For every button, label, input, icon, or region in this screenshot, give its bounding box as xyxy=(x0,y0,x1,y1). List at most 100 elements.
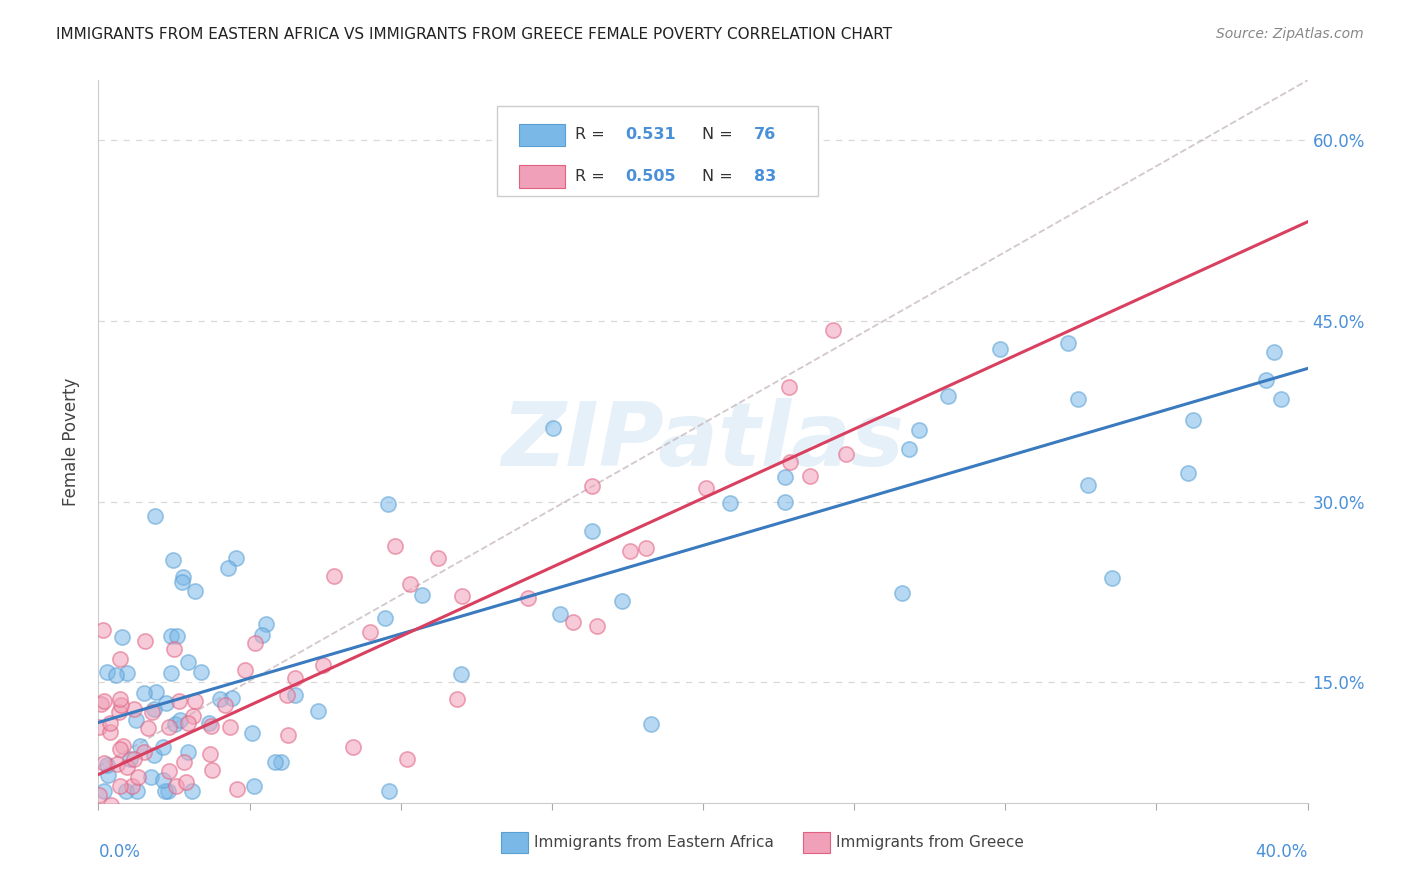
Point xyxy=(254,616,277,631)
Point xyxy=(105,756,128,771)
Point xyxy=(908,424,931,438)
Point xyxy=(93,756,115,771)
Point xyxy=(1057,335,1080,350)
Point xyxy=(90,808,112,822)
Point xyxy=(270,756,292,770)
Point xyxy=(307,705,329,719)
Point xyxy=(110,691,132,706)
Point xyxy=(1067,392,1090,406)
Point xyxy=(636,541,658,556)
Point xyxy=(277,727,299,741)
Point xyxy=(90,697,112,711)
Point xyxy=(799,469,821,483)
Point xyxy=(250,628,273,642)
Text: N =: N = xyxy=(702,128,733,143)
Point xyxy=(93,808,115,822)
Point xyxy=(108,808,131,822)
Point xyxy=(139,770,162,784)
Point xyxy=(127,770,149,784)
Point xyxy=(157,784,180,798)
Point xyxy=(145,685,167,699)
Point xyxy=(378,784,401,798)
Point xyxy=(374,611,396,625)
Point xyxy=(183,583,205,598)
Point xyxy=(585,619,607,633)
Bar xyxy=(519,165,565,187)
Point xyxy=(427,550,450,565)
Point xyxy=(377,497,399,511)
Point xyxy=(167,694,190,708)
Text: ZIPatlas: ZIPatlas xyxy=(502,398,904,485)
Point xyxy=(411,588,433,602)
Point xyxy=(1177,466,1199,480)
Point xyxy=(157,720,180,734)
Point xyxy=(243,636,266,650)
Point xyxy=(162,552,184,566)
Point xyxy=(104,668,127,682)
Point xyxy=(150,808,173,822)
Point xyxy=(581,524,603,538)
Point xyxy=(395,752,418,766)
Point xyxy=(322,569,344,583)
Point xyxy=(152,773,174,788)
Point xyxy=(243,780,266,794)
Point xyxy=(132,686,155,700)
Text: R =: R = xyxy=(575,128,605,143)
Point xyxy=(141,705,163,719)
Point xyxy=(96,808,118,822)
Point xyxy=(98,715,121,730)
Point xyxy=(134,634,156,648)
Text: Immigrants from Eastern Africa: Immigrants from Eastern Africa xyxy=(534,835,773,850)
Point xyxy=(165,779,187,793)
Point xyxy=(778,380,800,394)
Point xyxy=(93,808,115,822)
Point xyxy=(890,586,912,600)
Point xyxy=(132,745,155,759)
Point xyxy=(191,808,214,822)
Point xyxy=(225,782,247,797)
Point xyxy=(115,784,138,798)
Point xyxy=(120,752,142,766)
Point xyxy=(221,691,243,706)
Point xyxy=(399,577,422,591)
Point xyxy=(264,755,287,769)
Point xyxy=(1077,478,1099,492)
Point xyxy=(108,705,131,719)
Text: 76: 76 xyxy=(754,128,776,143)
Point xyxy=(936,389,959,403)
Point xyxy=(562,615,585,629)
Point xyxy=(200,719,222,733)
Point xyxy=(173,808,195,822)
Point xyxy=(157,764,180,779)
Point xyxy=(548,607,571,621)
Point xyxy=(610,594,633,608)
Point xyxy=(1263,344,1285,359)
Point xyxy=(181,708,204,723)
Point xyxy=(312,658,335,673)
Point xyxy=(96,758,118,772)
Point xyxy=(114,808,136,822)
Text: Source: ZipAtlas.com: Source: ZipAtlas.com xyxy=(1216,27,1364,41)
Point xyxy=(162,642,184,657)
Point xyxy=(218,720,240,734)
Point xyxy=(1101,572,1123,586)
Point xyxy=(143,702,166,716)
Point xyxy=(173,755,195,769)
Point xyxy=(177,745,200,759)
Point xyxy=(174,774,197,789)
Point xyxy=(284,689,307,703)
Point xyxy=(619,543,641,558)
Point xyxy=(177,655,200,669)
Point xyxy=(177,715,200,730)
Text: Immigrants from Greece: Immigrants from Greece xyxy=(837,835,1024,850)
Point xyxy=(1254,374,1277,388)
Point xyxy=(120,808,142,822)
Point xyxy=(153,784,176,798)
Point xyxy=(100,798,122,813)
Point xyxy=(108,651,131,665)
Text: R =: R = xyxy=(575,169,605,184)
Bar xyxy=(803,831,830,854)
Y-axis label: Female Poverty: Female Poverty xyxy=(62,377,80,506)
Point xyxy=(152,740,174,755)
Point xyxy=(166,629,188,643)
